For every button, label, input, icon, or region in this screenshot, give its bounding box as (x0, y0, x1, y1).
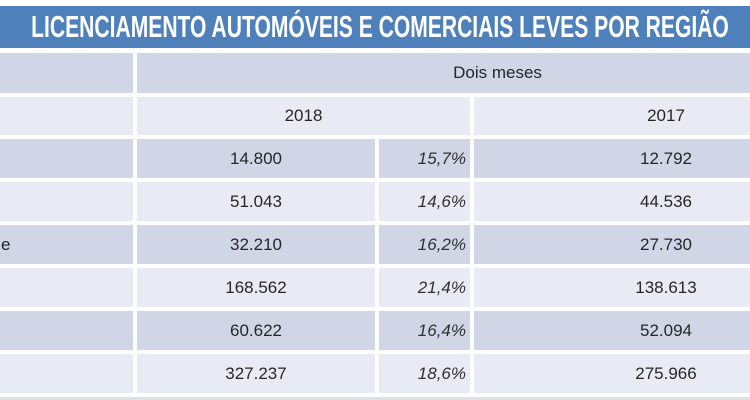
year-2017-header: 2017 (474, 97, 750, 135)
value-2017-cell: 52.094 (474, 311, 750, 350)
value-2018-cell: 60.622 (137, 311, 375, 350)
value-2017-cell: 44.536 (474, 182, 750, 221)
growth-pct-cell: 18,6% (379, 354, 470, 393)
value-2017-cell: 12.792 (474, 139, 750, 178)
region-cell (0, 268, 133, 307)
year-2018-header: 2018 (137, 97, 470, 135)
growth-pct-cell: 14,6% (379, 182, 470, 221)
period-header: Dois meses (137, 53, 750, 93)
table-title-bar: LICENCIAMENTO AUTOMÓVEIS E COMERCIAIS LE… (0, 6, 750, 48)
next-row-clipped-edge (0, 397, 750, 400)
table-title: LICENCIAMENTO AUTOMÓVEIS E COMERCIAIS LE… (31, 9, 729, 44)
value-2018-cell: 51.043 (137, 182, 375, 221)
corner-cell (0, 53, 133, 93)
value-2018-cell: 14.800 (137, 139, 375, 178)
region-cell: e (0, 225, 133, 264)
value-2018-cell: 32.210 (137, 225, 375, 264)
region-cell (0, 311, 133, 350)
value-2018-cell: 327.237 (137, 354, 375, 393)
value-2017-cell: 27.730 (474, 225, 750, 264)
growth-pct-cell: 16,2% (379, 225, 470, 264)
value-2017-cell: 138.613 (474, 268, 750, 307)
growth-pct-cell: 16,4% (379, 311, 470, 350)
value-2018-cell: 168.562 (137, 268, 375, 307)
region-cell (0, 139, 133, 178)
region-cell (0, 354, 133, 393)
region-label: e (1, 234, 11, 254)
growth-pct-cell: 15,7% (379, 139, 470, 178)
value-2017-cell: 275.966 (474, 354, 750, 393)
corner-cell (0, 97, 133, 135)
region-licensing-table: Dois meses 2018 2017 14.800 15,7% 12.792… (0, 53, 750, 393)
region-cell (0, 182, 133, 221)
growth-pct-cell: 21,4% (379, 268, 470, 307)
